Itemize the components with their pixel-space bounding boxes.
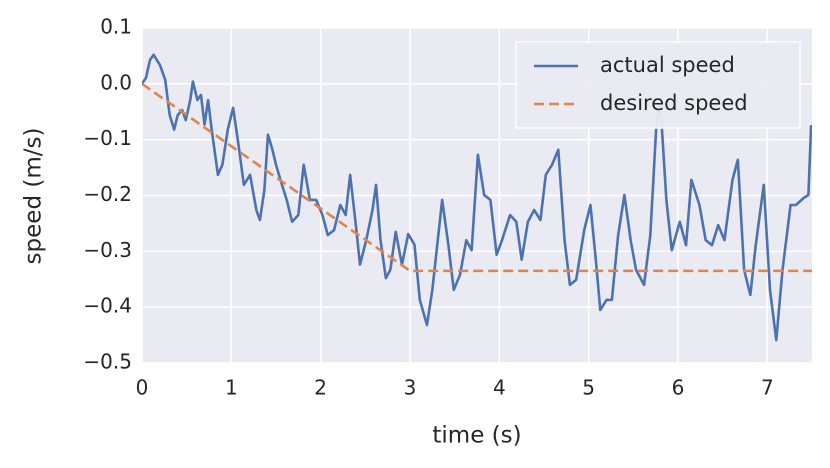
y-tick-label: −0.1 [83, 126, 132, 150]
y-tick-label: −0.3 [83, 238, 132, 262]
y-axis-label: speed (m/s) [21, 128, 47, 265]
legend-box [515, 41, 801, 129]
y-tick-label: −0.2 [83, 182, 132, 206]
y-tick-label: −0.5 [83, 350, 132, 374]
x-tick-label: 2 [314, 376, 327, 400]
x-axis-label: time (s) [432, 423, 521, 449]
x-tick-label: 5 [582, 376, 595, 400]
legend-label: desired speed [600, 91, 748, 115]
x-tick-label: 6 [672, 376, 685, 400]
y-tick-label: 0.0 [100, 70, 132, 94]
series-line [142, 53, 812, 342]
legend-label: actual speed [600, 53, 735, 77]
x-tick-label: 4 [493, 376, 506, 400]
x-tick-label: 3 [404, 376, 417, 400]
y-tick-label: 0.1 [100, 15, 132, 39]
x-tick-label: 1 [225, 376, 238, 400]
x-tick-label: 7 [761, 376, 774, 400]
series-line [142, 82, 812, 273]
x-tick-label: 0 [136, 376, 149, 400]
y-tick-label: −0.4 [83, 294, 132, 318]
